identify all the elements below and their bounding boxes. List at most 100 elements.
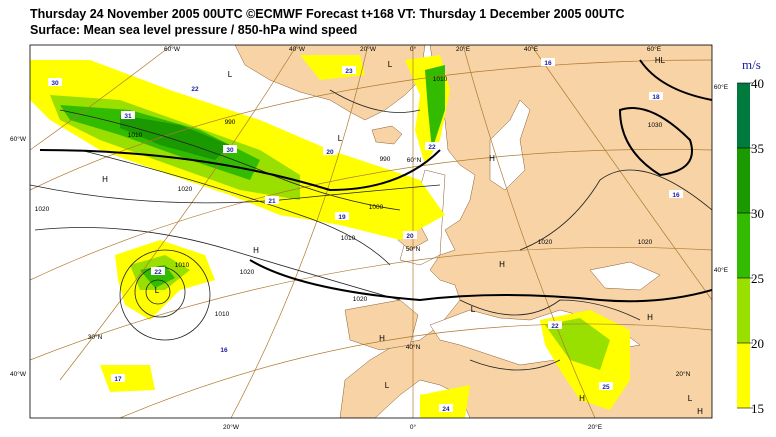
isobar-label: 1010 [341, 235, 356, 242]
latitude-label: 60°N [407, 156, 422, 164]
pressure-center: L [228, 70, 233, 79]
wind-label: 18 [652, 94, 660, 101]
isobar-label: 990 [380, 156, 391, 163]
colorbar-swatch [737, 278, 750, 343]
pressure-center: L [338, 134, 343, 143]
wind-label: 22 [551, 323, 559, 330]
longitude-label: 60°W [164, 45, 181, 53]
pressure-center: H [697, 407, 703, 416]
colorbar-tick-label: 25 [751, 271, 764, 286]
wind-label-box [111, 374, 125, 382]
latitude-label: 50°N [406, 245, 421, 253]
iceland [371, 125, 403, 145]
wind-label: 30 [226, 147, 234, 154]
wind-label: 22 [191, 86, 199, 93]
pressure-center: H [253, 246, 259, 255]
colorbar-tick-label: 30 [751, 206, 764, 221]
isobar-label: 990 [225, 119, 236, 126]
colorbar-tick-label: 40 [751, 76, 764, 91]
isobar-label: 1010 [128, 132, 143, 139]
isobars [30, 59, 712, 371]
wind-label-box [403, 231, 417, 239]
isobar-label: 1010 [433, 76, 448, 83]
latitude-label: 60°W [10, 135, 27, 143]
graticule [30, 45, 712, 418]
wind-label-box [217, 345, 231, 353]
latitude-label: 20°N [676, 370, 691, 378]
black-sea [589, 261, 661, 291]
wind-label-box [323, 147, 337, 155]
wind-label: 22 [154, 269, 162, 276]
isobar-label: 1020 [638, 239, 653, 246]
pressure-center: H [489, 154, 495, 163]
wind-label-box [541, 58, 555, 66]
pressure-center: H [499, 260, 505, 269]
wind-label-box [335, 212, 349, 220]
wind-label-box [223, 145, 237, 153]
latitude-label: 40°N [406, 343, 421, 351]
subtitle: Surface: Mean sea level pressure / 850-h… [30, 23, 357, 37]
wind-label: 21 [268, 198, 276, 205]
longitude-label: 0° [410, 423, 417, 431]
wind-label: 16 [544, 60, 552, 67]
colorbar-tick-label: 35 [751, 141, 764, 156]
pressure-center: H [579, 394, 585, 403]
colorbar-swatch [737, 213, 750, 278]
longitude-label: 20°W [360, 45, 377, 53]
colorbar-tick-label: 20 [751, 336, 764, 351]
pressure-center: HL [655, 56, 666, 65]
longitude-label: 20°E [456, 45, 471, 53]
labels: 60°W 40°W 20°W 0° 20°E 40°E 60°E 20°W 0° 20°E 60°W… [10, 45, 729, 431]
longitude-label: 0° [410, 45, 417, 53]
latitude-label: 60°E [714, 83, 729, 91]
wind-label: 31 [124, 113, 132, 120]
wind-label-box [151, 267, 165, 275]
colorbar-tick-label: 15 [751, 401, 764, 416]
wind-label-box [669, 190, 683, 198]
wind-label-box [439, 404, 453, 412]
pressure-center: H [647, 313, 653, 322]
isobar-label: 1010 [215, 311, 230, 318]
latitude-label: 40°E [714, 266, 729, 274]
longitude-label: 60°E [647, 45, 662, 53]
isobar-label: 1020 [538, 239, 553, 246]
colorbar: 15 20 25 30 35 40 [737, 76, 764, 416]
wind-label-box [121, 111, 135, 119]
isobar-label: 1020 [353, 296, 368, 303]
wind-label-box [425, 142, 439, 150]
wind-label: 16 [220, 347, 228, 354]
pressure-center: L [471, 305, 476, 314]
pressure-center: L [155, 286, 160, 295]
title: Thursday 24 November 2005 00UTC ©ECMWF F… [30, 7, 625, 21]
longitude-label: 20°E [588, 423, 603, 431]
pressure-center: H [102, 175, 108, 184]
pressure-center: L [688, 394, 693, 403]
isobar-label: 1000 [369, 204, 384, 211]
wind-label-box [265, 196, 279, 204]
isobar-label: 1020 [178, 186, 193, 193]
wind-label-box [188, 84, 202, 92]
map-frame [29, 44, 713, 419]
colorbar-swatch [737, 83, 750, 148]
pressure-center: L [388, 60, 393, 69]
wind-label-box [548, 321, 562, 329]
colorbar-unit: m/s [742, 57, 761, 72]
pressure-center: L [385, 381, 390, 390]
wind-label: 23 [345, 68, 353, 75]
wind-label: 19 [338, 214, 346, 221]
wind-label: 20 [326, 149, 334, 156]
colorbar-swatch [737, 343, 750, 408]
map [30, 45, 712, 418]
wind-label: 17 [114, 376, 122, 383]
isobar-label: 1020 [240, 269, 255, 276]
isobar-label: 1010 [175, 262, 190, 269]
wind-label-box [649, 92, 663, 100]
wind-label: 30 [51, 80, 59, 87]
wind-label: 16 [672, 192, 680, 199]
isobar-label: 1030 [648, 122, 663, 129]
isobar-label: 1020 [35, 206, 50, 213]
wind-label-box [48, 78, 62, 86]
wind-label: 20 [406, 233, 414, 240]
wind-label-box [342, 66, 356, 74]
